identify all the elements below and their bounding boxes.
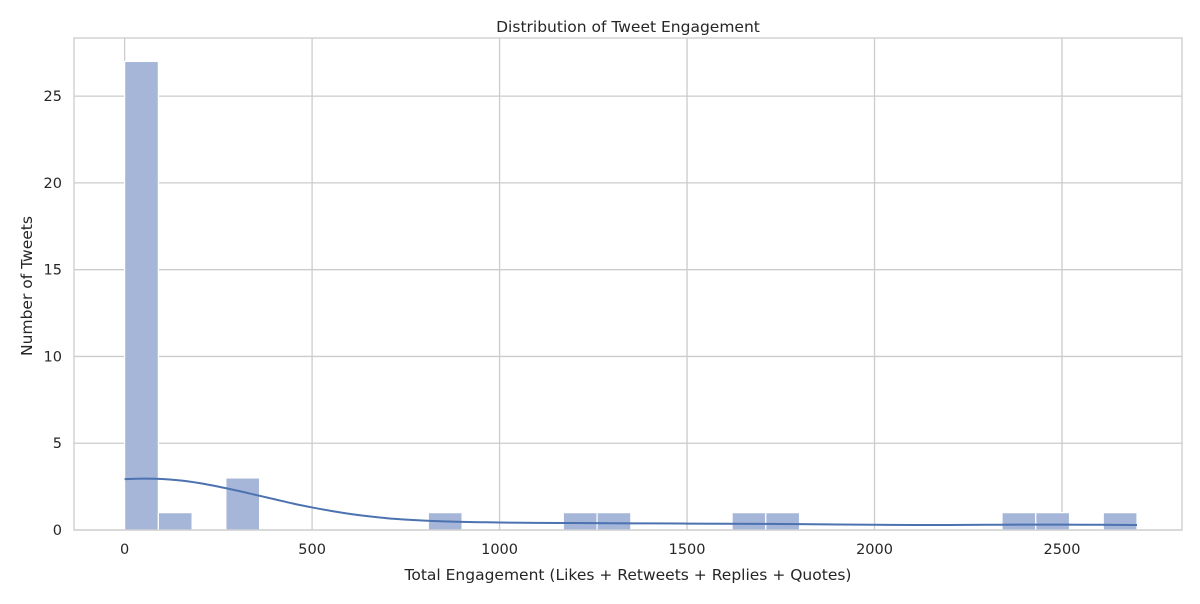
grid-lines bbox=[74, 38, 1182, 531]
y-tick-label: 0 bbox=[53, 523, 62, 539]
x-tick-labels: 0 500 1000 1500 2000 2500 bbox=[120, 542, 1080, 558]
y-tick-labels: 0 5 10 15 20 25 bbox=[44, 89, 62, 539]
x-tick-label: 1000 bbox=[481, 542, 518, 558]
histogram-bar bbox=[225, 477, 261, 531]
histogram-bar bbox=[596, 512, 632, 531]
y-tick-label: 5 bbox=[53, 436, 62, 452]
x-axis-label: Total Engagement (Likes + Retweets + Rep… bbox=[404, 566, 852, 584]
histogram-bar bbox=[1001, 512, 1037, 531]
histogram-bar bbox=[1102, 512, 1138, 531]
x-tick-label: 2000 bbox=[856, 542, 893, 558]
histogram-bar bbox=[124, 60, 159, 531]
chart-title: Distribution of Tweet Engagement bbox=[496, 18, 760, 36]
histogram-bars bbox=[124, 60, 1138, 531]
kde-curve bbox=[124, 477, 1138, 526]
plot-frame bbox=[73, 37, 1183, 531]
x-tick-label: 0 bbox=[120, 542, 129, 558]
y-tick-label: 20 bbox=[44, 176, 62, 192]
histogram-bar bbox=[765, 512, 801, 531]
histogram-bar bbox=[731, 512, 767, 531]
y-tick-label: 15 bbox=[44, 263, 62, 279]
x-tick-label: 500 bbox=[298, 542, 326, 558]
x-tick-label: 1500 bbox=[669, 542, 706, 558]
kde-curve-layer bbox=[124, 477, 1138, 526]
y-tick-label: 10 bbox=[44, 349, 62, 365]
histogram-bar bbox=[157, 512, 193, 531]
x-tick-label: 2500 bbox=[1044, 542, 1081, 558]
plot-border bbox=[73, 37, 1183, 531]
histogram-bar bbox=[562, 512, 598, 531]
histogram-bar bbox=[1035, 512, 1071, 531]
y-tick-label: 25 bbox=[44, 89, 62, 105]
y-axis-label: Number of Tweets bbox=[18, 216, 36, 356]
